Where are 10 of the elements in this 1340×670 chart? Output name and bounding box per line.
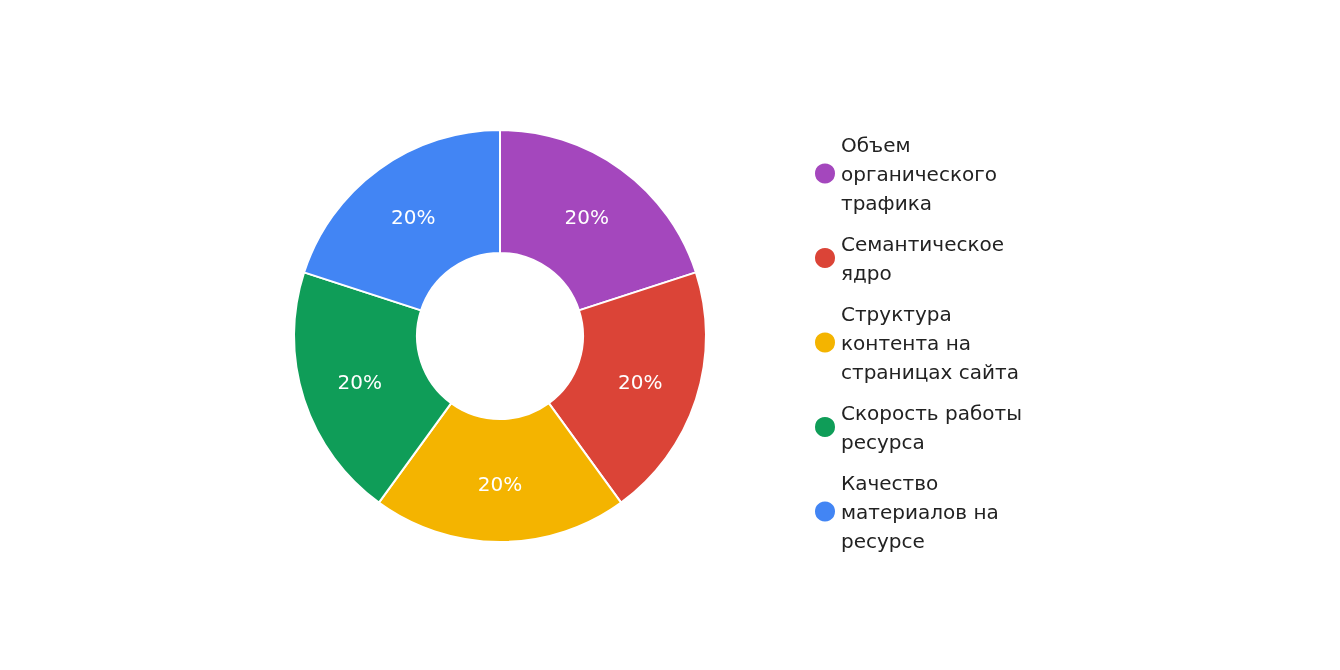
legend-label: Семантическое ядро <box>841 231 1011 285</box>
data-label: 20% <box>337 369 382 394</box>
legend-label: Структура контента на страницах сайта <box>841 301 1019 384</box>
legend-label: Объем органического трафика <box>841 132 1004 215</box>
data-label: 20% <box>477 471 523 496</box>
legend-label: Скорость работы ресурса <box>841 400 1029 454</box>
data-label: 20% <box>564 204 609 229</box>
legend-label: Качество материалов на ресурсе <box>841 470 1006 553</box>
data-label: 20% <box>391 204 436 229</box>
data-label: 20% <box>618 369 663 394</box>
